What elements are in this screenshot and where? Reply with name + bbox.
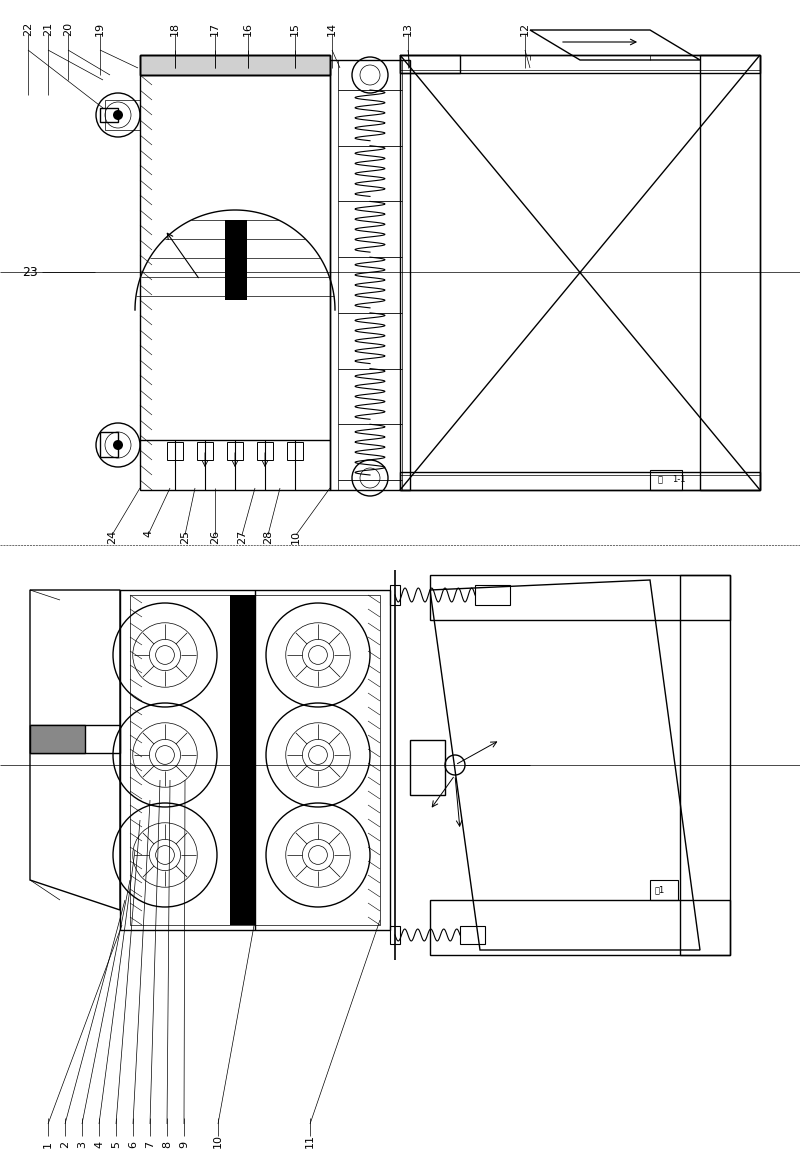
Bar <box>400 55 760 490</box>
Text: 10: 10 <box>213 1134 223 1148</box>
Text: 17: 17 <box>210 22 220 36</box>
Text: 15: 15 <box>290 22 300 36</box>
Bar <box>475 585 510 605</box>
Text: 16: 16 <box>243 22 253 36</box>
Bar <box>680 575 730 955</box>
Circle shape <box>113 110 123 120</box>
Bar <box>650 880 678 900</box>
Bar <box>130 595 380 925</box>
Bar <box>120 590 390 930</box>
Bar <box>100 431 118 457</box>
Text: 26: 26 <box>210 530 220 544</box>
Bar <box>400 472 760 490</box>
Text: 19: 19 <box>95 22 105 36</box>
Text: 4: 4 <box>94 1141 104 1148</box>
Bar <box>390 926 400 944</box>
Text: 13: 13 <box>403 22 413 36</box>
Text: 10: 10 <box>291 530 301 544</box>
Bar <box>257 442 273 461</box>
Text: 5: 5 <box>111 1141 121 1148</box>
Bar <box>230 595 255 925</box>
Bar <box>400 70 760 475</box>
Bar <box>140 55 330 74</box>
Text: 28: 28 <box>263 530 273 544</box>
Bar <box>140 55 330 490</box>
Text: 14: 14 <box>327 22 337 36</box>
Bar <box>30 725 85 752</box>
Bar <box>167 442 183 461</box>
Bar <box>30 725 85 752</box>
Bar <box>287 442 303 461</box>
Text: 2: 2 <box>60 1141 70 1148</box>
Bar <box>430 575 730 620</box>
Circle shape <box>113 440 123 450</box>
Bar <box>330 60 410 490</box>
Bar <box>460 926 485 944</box>
Text: 6: 6 <box>128 1141 138 1148</box>
Bar <box>227 442 243 461</box>
Bar <box>105 100 140 130</box>
Bar <box>30 725 120 752</box>
Bar <box>400 55 760 73</box>
Text: 7: 7 <box>145 1141 155 1148</box>
Text: 20: 20 <box>63 22 73 36</box>
Bar <box>100 108 118 122</box>
Bar <box>650 470 682 490</box>
Text: 图: 图 <box>658 476 663 485</box>
Bar <box>430 900 730 955</box>
Bar <box>225 220 247 300</box>
Text: 8: 8 <box>162 1141 172 1148</box>
Text: 3: 3 <box>77 1141 87 1148</box>
Text: 12: 12 <box>520 22 530 36</box>
Text: 18: 18 <box>170 22 180 36</box>
Text: 24: 24 <box>107 530 117 544</box>
Text: 1-1: 1-1 <box>672 476 686 485</box>
Bar <box>140 55 330 74</box>
Text: 图1: 图1 <box>655 885 666 894</box>
Text: 25: 25 <box>180 530 190 544</box>
Text: 9: 9 <box>179 1141 189 1148</box>
Text: 11: 11 <box>305 1134 315 1148</box>
Text: 4: 4 <box>143 530 153 537</box>
Text: 27: 27 <box>237 530 247 544</box>
Bar <box>700 55 760 490</box>
Text: 22: 22 <box>23 22 33 36</box>
Text: 1: 1 <box>43 1141 53 1148</box>
Text: 21: 21 <box>43 22 53 36</box>
Bar <box>197 442 213 461</box>
Bar <box>400 55 460 73</box>
Bar <box>410 740 445 795</box>
Bar <box>390 585 400 605</box>
Text: 23: 23 <box>22 265 38 278</box>
